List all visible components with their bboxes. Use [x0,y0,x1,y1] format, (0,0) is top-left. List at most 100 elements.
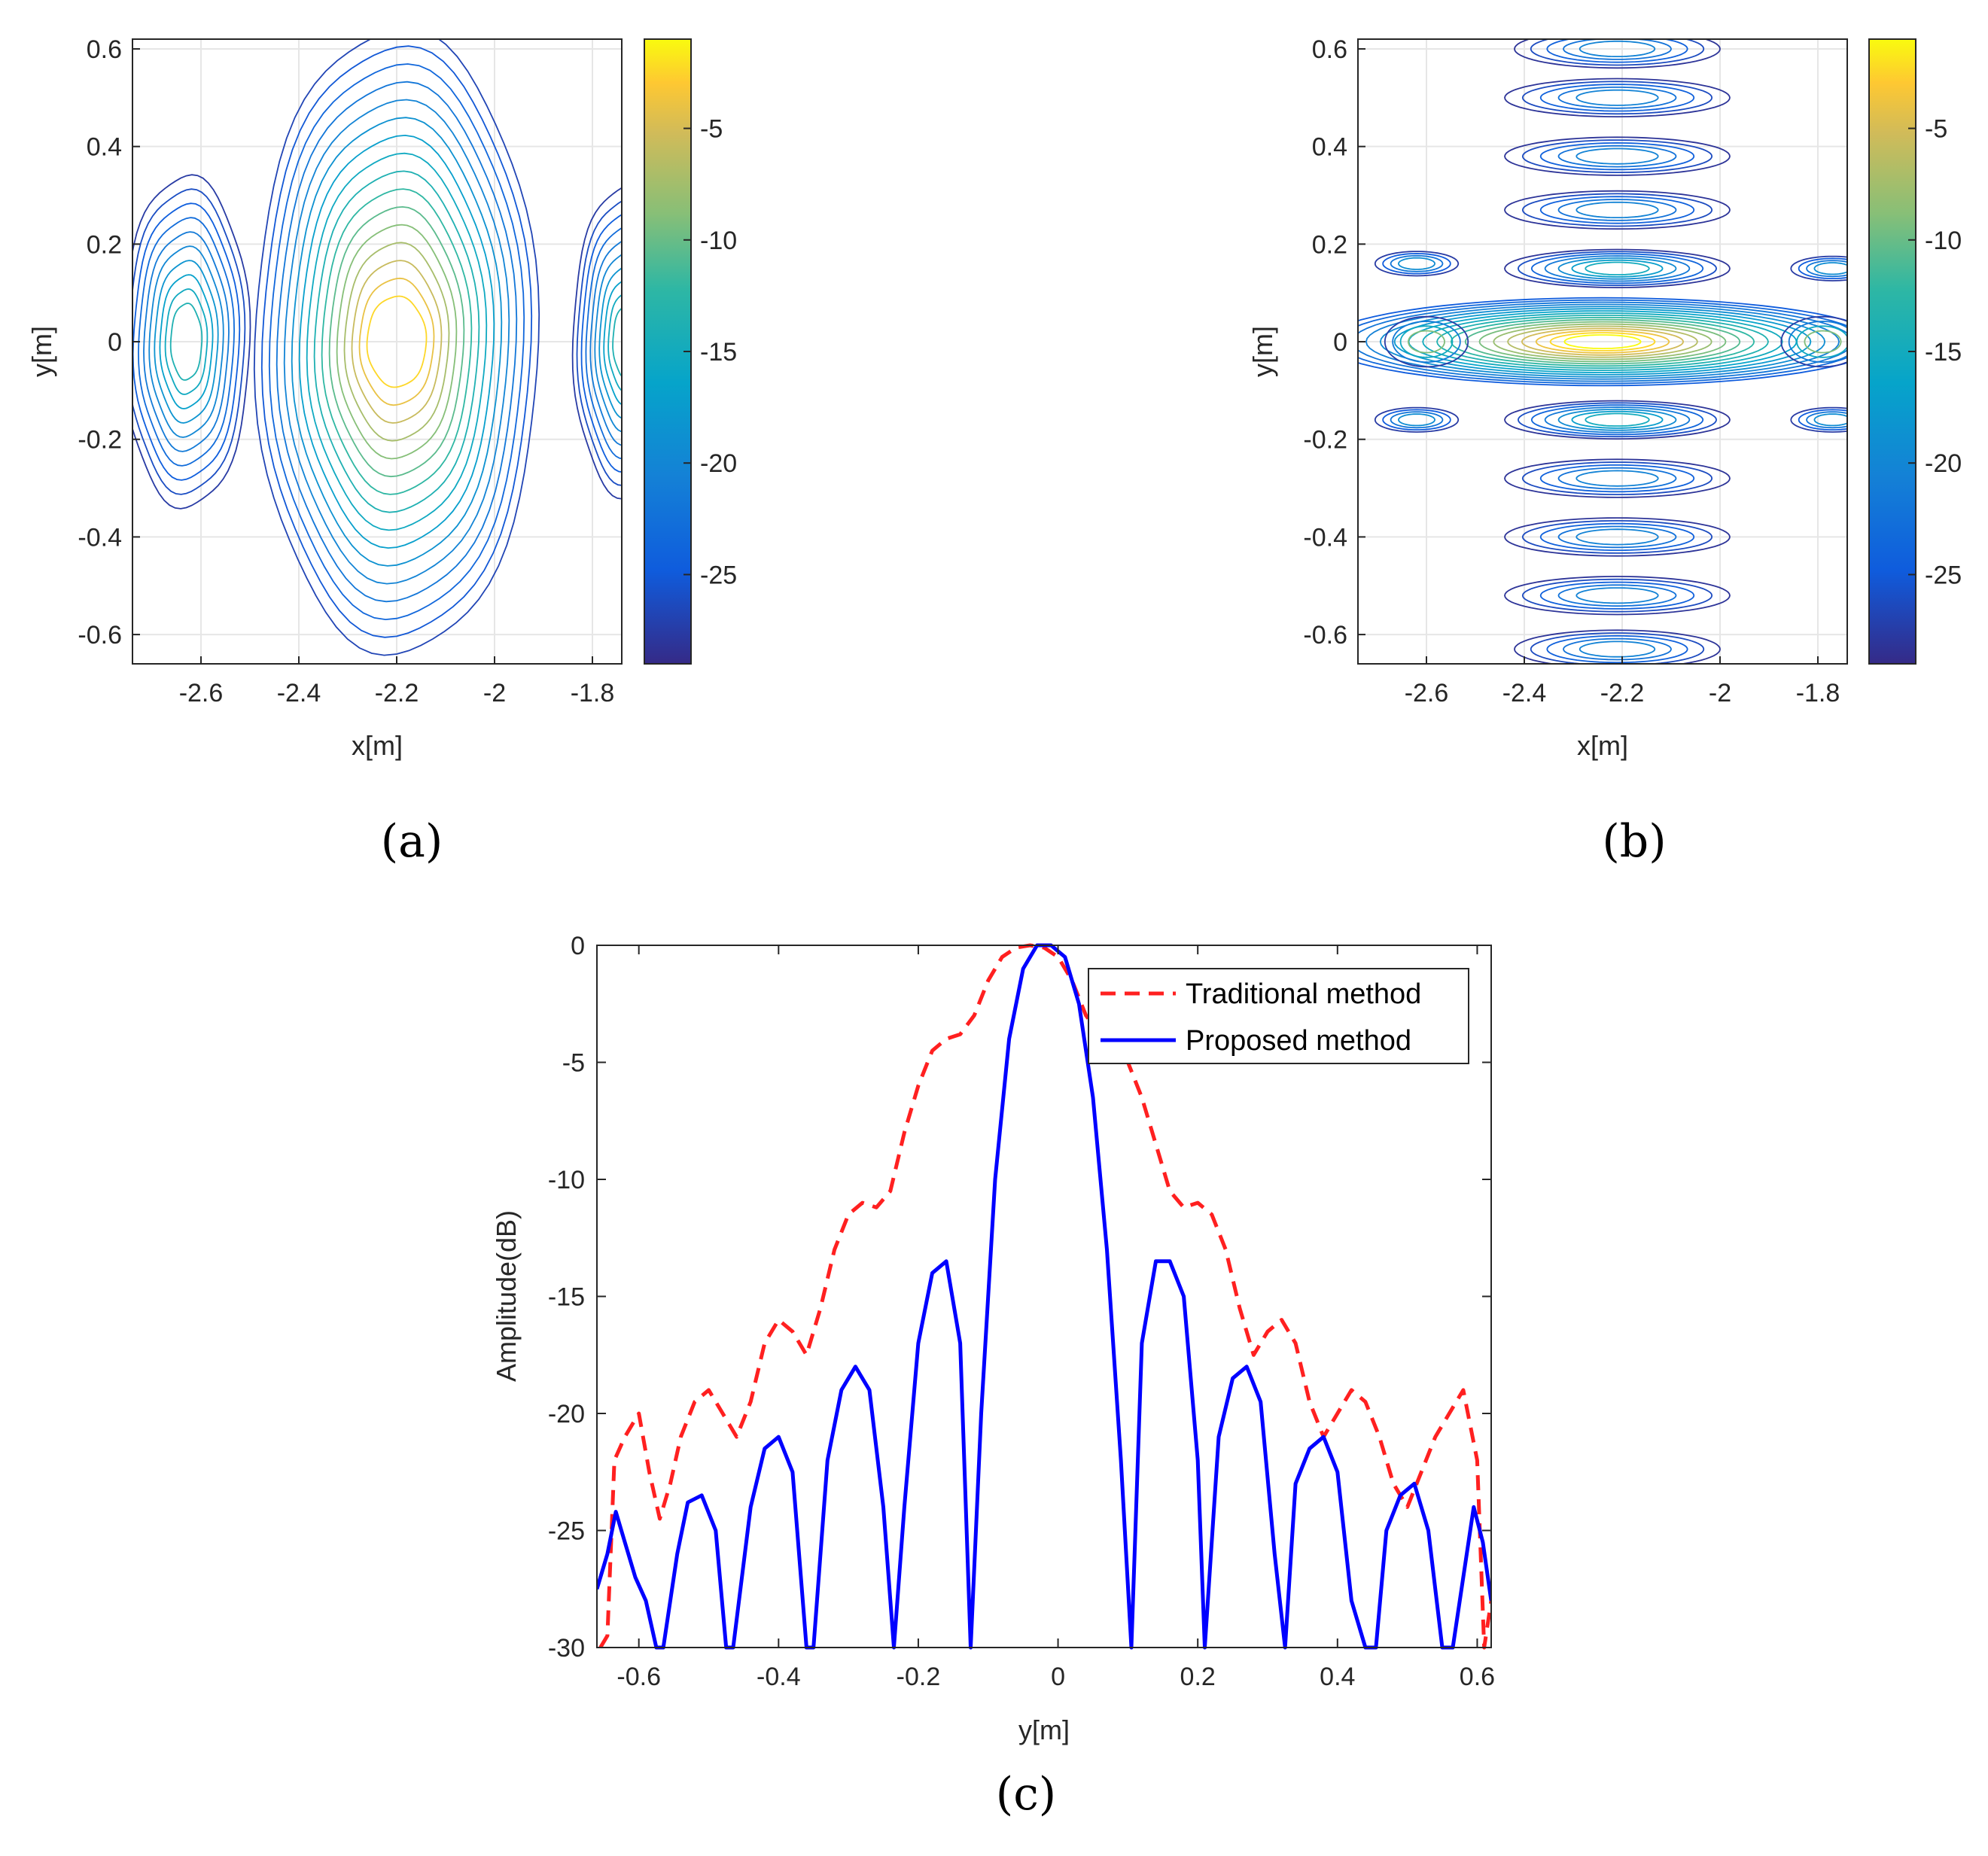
contour-ring [132,174,251,510]
contour-ring [1575,587,1659,604]
contour-ring [1788,321,1847,364]
contour-ring [336,224,458,460]
contour-ring [1504,248,1731,289]
contour-ring [1539,141,1695,171]
contour-ring [1544,406,1691,434]
contour-ring [1504,78,1731,118]
gridlines-b [1358,39,1847,664]
contour-ring [576,200,622,486]
contour-ring [1521,139,1713,174]
contour-ring [1544,255,1691,282]
colorbar-tick-label: -10 [1925,227,1962,255]
contour-ring [1521,81,1713,115]
contour-ring [1514,629,1721,664]
contour-ring [298,134,495,549]
contour-ring [343,242,450,442]
contour-ring [148,245,224,438]
y-tick-label: -0.6 [78,621,122,650]
contour-ring [607,294,622,392]
y-axis-label-a: y[m] [26,326,57,377]
plot-frame-a [132,38,623,665]
contour-ring [1530,253,1704,284]
contour-ring [1390,254,1444,272]
contour-ring [276,81,518,603]
contour-ring [1549,332,1656,351]
colorbar-tick-label: -5 [1925,115,1947,144]
panel-label-b: (b) [1602,815,1666,868]
contour-ring [580,214,622,473]
contour-ring [603,280,622,406]
contour-plot-b [1358,39,1847,664]
x-tick-label: -2 [483,679,506,707]
contour-ring [1358,297,1847,387]
y-tick-label: 0 [108,328,122,357]
contour-ring [1507,325,1698,358]
contour-ring [1358,299,1847,385]
contour-ring [1358,301,1847,382]
contour-ring [1813,413,1847,427]
x-tick-label: 0.2 [1180,1663,1216,1691]
contour-ring [1539,464,1695,493]
contour-ring [366,295,428,388]
panel-b: -2.6 -2.4 -2.2 -2 -1.8 0.6 0.4 0.2 0 -0.2 -0.4 -0.… [1247,35,1962,868]
contour-ring [1575,148,1659,165]
x-tick-label: 0 [1051,1663,1065,1691]
y-tick-label: 0.2 [1312,230,1347,259]
contour-plot-a [132,39,622,664]
contour-ring [1579,640,1656,658]
contour-ring [1585,261,1650,275]
x-tick-label: -2.6 [1405,679,1449,707]
contour-ring [132,188,246,495]
y-tick-label: -0.2 [1303,426,1347,455]
contour-ring [1571,259,1664,278]
contour-ring [1535,330,1670,354]
contour-ring [291,117,503,567]
contour-ring [1521,461,1713,496]
y-tick-label: 0.2 [87,230,122,259]
y-tick-label: -0.4 [1303,523,1347,552]
contour-ring [1546,634,1688,664]
y-tick-label: -30 [548,1634,585,1663]
contour-ring [1557,145,1677,168]
contour-ring [1557,467,1677,490]
x-tick-label: -0.6 [616,1663,661,1691]
x-tick-label: -1.8 [571,679,615,707]
contour-ring [1557,199,1677,221]
contour-ring [585,227,622,460]
contour-ring [1530,404,1704,436]
contour-ring [1514,39,1721,69]
contour-ring [1557,525,1677,549]
y-tick-label: 0 [1333,328,1347,357]
y-tick-label: -0.4 [78,523,122,552]
contour-ring [1796,325,1847,358]
x-ticks-b: -2.6 -2.4 -2.2 -2 -1.8 [1405,656,1840,707]
contour-ring [1504,517,1731,557]
contour-ring [1504,575,1731,616]
contour-ring [1493,323,1712,361]
contour-ring [328,205,465,478]
contour-ring [1539,196,1695,224]
contour-ring [571,187,622,500]
contour-ring [589,240,622,446]
contour-ring [1504,136,1731,176]
contour-ring [1790,255,1847,281]
contour-ring [1539,581,1695,610]
contour-ring [1557,584,1677,607]
colorbar-ticks-b: -5 -10 -15 -20 -25 [1908,115,1962,589]
contour-ring [1504,400,1731,440]
y-tick-label: -15 [548,1283,585,1312]
contour-ring [1790,406,1847,433]
contour-ring [1504,190,1731,230]
colorbar-tick-label: -15 [1925,338,1962,367]
contour-ring [253,39,540,656]
contour-ring [321,188,473,495]
colorbar-tick-label: -15 [700,338,737,367]
contour-ring [169,303,203,381]
contour-ring [1804,330,1842,354]
contour-ring [598,267,622,419]
colorbar-tick-label: -20 [700,449,737,478]
y-tick-label: -10 [548,1166,585,1194]
contour-ring [143,231,230,452]
x-tick-label: -2.6 [179,679,224,707]
contour-ring [1390,411,1444,429]
